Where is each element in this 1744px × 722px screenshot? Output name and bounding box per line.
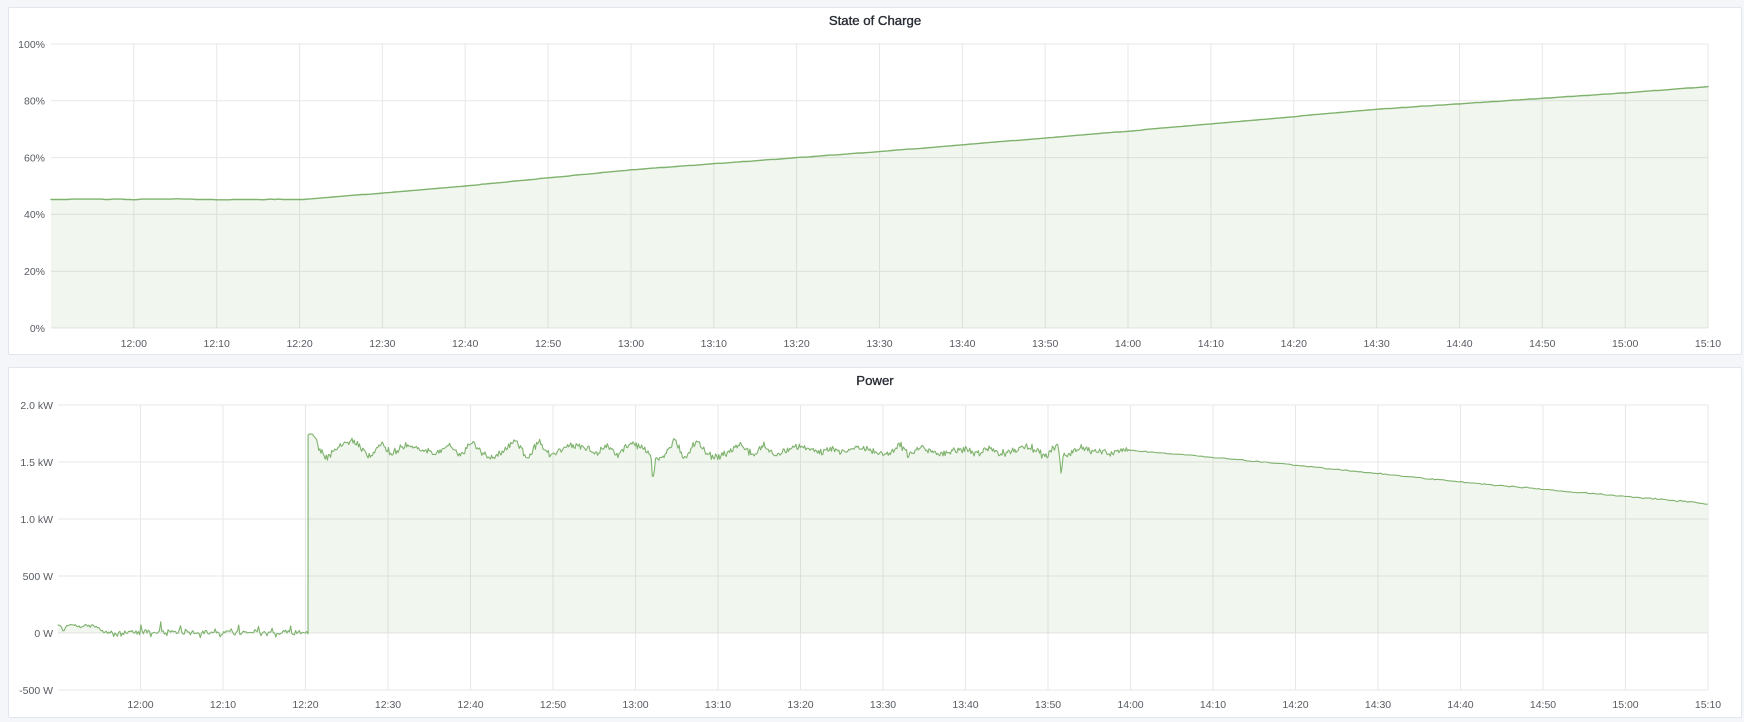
svg-text:12:00: 12:00 [121,338,147,350]
svg-text:15:00: 15:00 [1612,699,1638,711]
svg-text:80%: 80% [24,96,45,108]
svg-text:14:40: 14:40 [1446,338,1472,350]
svg-text:14:10: 14:10 [1198,338,1224,350]
svg-text:14:20: 14:20 [1281,338,1307,350]
svg-text:12:30: 12:30 [369,338,395,350]
svg-text:12:40: 12:40 [452,338,478,350]
svg-text:13:00: 13:00 [622,699,648,711]
svg-text:13:20: 13:20 [783,338,809,350]
svg-text:12:10: 12:10 [204,338,230,350]
svg-text:12:00: 12:00 [127,699,153,711]
svg-text:13:20: 13:20 [787,699,813,711]
svg-text:0%: 0% [30,323,45,335]
svg-text:14:30: 14:30 [1365,699,1391,711]
svg-text:12:20: 12:20 [286,338,312,350]
svg-text:13:10: 13:10 [701,338,727,350]
svg-text:-500 W: -500 W [19,685,53,697]
svg-text:12:50: 12:50 [535,338,561,350]
svg-text:60%: 60% [24,152,45,164]
svg-text:500 W: 500 W [23,571,53,583]
svg-text:13:10: 13:10 [705,699,731,711]
svg-text:13:50: 13:50 [1032,338,1058,350]
svg-text:12:50: 12:50 [540,699,566,711]
svg-text:100%: 100% [18,39,45,51]
svg-text:14:10: 14:10 [1200,699,1226,711]
svg-text:1.0 kW: 1.0 kW [20,514,53,526]
svg-text:13:40: 13:40 [952,699,978,711]
svg-text:2.0 kW: 2.0 kW [20,400,53,412]
svg-text:13:00: 13:00 [618,338,644,350]
svg-text:40%: 40% [24,209,45,221]
svg-text:14:40: 14:40 [1447,699,1473,711]
svg-text:14:00: 14:00 [1117,699,1143,711]
svg-text:13:30: 13:30 [866,338,892,350]
svg-text:13:50: 13:50 [1035,699,1061,711]
svg-text:0 W: 0 W [34,628,53,640]
svg-text:15:10: 15:10 [1695,699,1721,711]
svg-text:14:50: 14:50 [1530,699,1556,711]
svg-text:12:10: 12:10 [210,699,236,711]
svg-text:14:30: 14:30 [1363,338,1389,350]
svg-text:12:20: 12:20 [292,699,318,711]
svg-text:13:40: 13:40 [949,338,975,350]
svg-text:14:20: 14:20 [1282,699,1308,711]
svg-text:12:40: 12:40 [457,699,483,711]
svg-text:15:00: 15:00 [1612,338,1638,350]
svg-text:14:00: 14:00 [1115,338,1141,350]
svg-text:13:30: 13:30 [870,699,896,711]
svg-text:12:30: 12:30 [375,699,401,711]
svg-text:15:10: 15:10 [1695,338,1721,350]
svg-text:14:50: 14:50 [1529,338,1555,350]
svg-text:1.5 kW: 1.5 kW [20,457,53,469]
svg-text:20%: 20% [24,266,45,278]
